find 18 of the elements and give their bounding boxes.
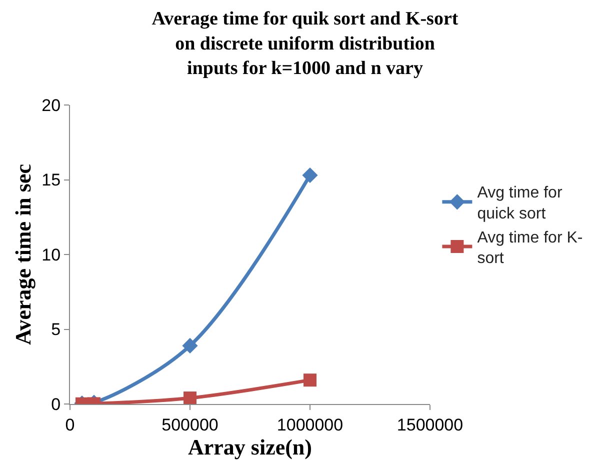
y-tick-label: 0 <box>51 394 61 414</box>
x-tick-label: 1000000 <box>276 415 344 434</box>
y-tick-label: 5 <box>51 320 61 340</box>
y-tick-label: 20 <box>42 96 61 115</box>
point <box>304 374 316 387</box>
x-axis-title: Array size(n) <box>188 434 312 460</box>
chart-title: Average time for quik sort and K-sort on discrete uniform distribution inputs for k=1000 and n vary <box>152 8 459 80</box>
x-tick-label: 1500000 <box>396 415 464 434</box>
legend-label: Avg time for K-sort <box>477 229 583 268</box>
point <box>182 338 198 354</box>
y-tick-label: 15 <box>42 170 61 190</box>
y-axis-title: Average time in sec <box>10 164 36 346</box>
x-tick-label: 500000 <box>162 415 218 434</box>
y-tick-label: 10 <box>42 245 61 264</box>
point <box>302 167 318 184</box>
legend-label: Avg time for quick sort <box>477 184 563 223</box>
x-tick-label: 0 <box>65 415 75 434</box>
point <box>184 392 196 404</box>
